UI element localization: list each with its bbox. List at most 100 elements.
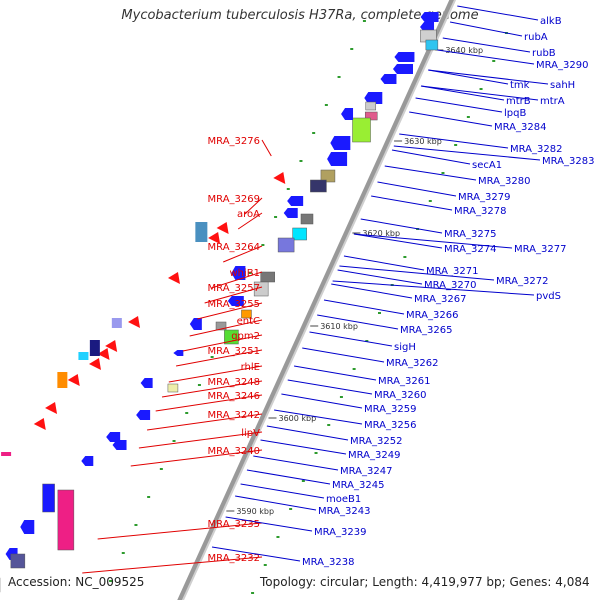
- gc-dot: [147, 496, 151, 498]
- gene-label-left: whiB1: [229, 268, 260, 279]
- leader-line-right: [302, 347, 385, 363]
- leader-line-right: [293, 365, 377, 381]
- gene-label-left: gpm2: [231, 331, 260, 342]
- gene-arrow: [227, 296, 244, 306]
- gc-dot: [324, 104, 328, 106]
- genome-backbone: [177, 0, 455, 600]
- leader-line-left: [130, 449, 263, 467]
- gene-block: [310, 179, 327, 193]
- gene-arrow: [392, 64, 413, 74]
- leader-line-right: [260, 439, 347, 455]
- gc-dot: [134, 524, 138, 526]
- leader-line-right: [360, 218, 443, 234]
- gene-block: [352, 117, 371, 143]
- gene-label-left: MRA_3251: [208, 346, 260, 357]
- gc-dot: [261, 244, 265, 246]
- gene-label-right: MRA_3259: [364, 404, 416, 415]
- gene-arrow: [283, 208, 298, 218]
- leader-line-left: [223, 245, 263, 263]
- leader-line-right: [420, 85, 505, 101]
- leader-line-left: [197, 302, 263, 320]
- leader-line-left: [161, 380, 263, 398]
- leader-line-right: [211, 546, 301, 562]
- leader-line-right: [331, 283, 413, 299]
- gene-label-left: MRA_3255: [208, 299, 260, 310]
- leader-line-right: [353, 233, 443, 249]
- gene-label-left: MRA_3276: [208, 136, 260, 147]
- leader-line-right: [399, 133, 509, 149]
- gene-block: [215, 321, 227, 331]
- gene-label-left: MRA_3257: [208, 283, 260, 294]
- gc-dot: [210, 356, 214, 358]
- scale-tick-label: 3600 kbp: [279, 414, 317, 423]
- gene-block: [425, 39, 439, 51]
- gene-label-left: MRA_3246: [208, 391, 260, 402]
- leader-line-right: [287, 379, 373, 395]
- leader-line-right: [449, 21, 523, 37]
- gene-block-plus: [78, 352, 89, 360]
- gene-arrow: [330, 136, 351, 150]
- leader-line-left: [182, 334, 263, 352]
- gene-arrow: [364, 92, 383, 104]
- leader-line-right: [274, 409, 363, 425]
- gc-dot: [276, 536, 280, 538]
- gene-label-right: MRA_3265: [400, 325, 452, 336]
- leader-line-right: [281, 393, 363, 409]
- gc-dot: [327, 424, 331, 426]
- gene-label-right: MRA_3252: [350, 436, 402, 447]
- gene-label-right: MRA_3261: [378, 376, 430, 387]
- leader-line-right: [353, 233, 513, 249]
- gene-label-right: MRA_3247: [340, 466, 392, 477]
- gene-arrow: [287, 196, 304, 206]
- gene-label-right: mtrB: [506, 96, 531, 107]
- leader-line-left: [168, 365, 263, 383]
- leader-line-left: [155, 394, 263, 412]
- gene-arrow-plus: [273, 172, 286, 184]
- gene-label-right: MRA_3290: [536, 60, 588, 71]
- gene-label-right: sigH: [394, 342, 416, 353]
- leader-line-right: [246, 469, 331, 485]
- leader-line-right: [384, 165, 477, 181]
- gc-dot: [454, 144, 458, 146]
- gene-label-right: MRA_3267: [414, 294, 466, 305]
- gene-label-right: rubB: [532, 48, 556, 59]
- gene-block: [167, 383, 179, 393]
- gene-label-right: MRA_3278: [454, 206, 506, 217]
- gene-label-right: MRA_3266: [406, 310, 458, 321]
- gc-dot: [441, 172, 445, 174]
- leader-line-right: [442, 37, 531, 53]
- gene-label-right: MRA_3243: [318, 506, 370, 517]
- gc-dot: [172, 440, 176, 442]
- leader-line-right: [323, 299, 405, 315]
- leader-line-right: [371, 195, 453, 211]
- gene-arrow: [420, 22, 435, 32]
- gc-dot: [403, 256, 407, 258]
- gene-block: [364, 111, 378, 121]
- gene-label-right: MRA_3238: [302, 557, 354, 568]
- scale-tick-label: 3590 kbp: [236, 507, 274, 516]
- gc-dot: [365, 340, 369, 342]
- gene-label-right: MRA_3272: [496, 276, 548, 287]
- gc-dot: [109, 580, 113, 582]
- gc-dot: [286, 188, 290, 190]
- gene-arrow-plus: [33, 418, 46, 430]
- gc-dot: [337, 76, 341, 78]
- leader-line-left: [175, 349, 263, 367]
- leader-line-right: [240, 483, 325, 499]
- gc-dot: [314, 452, 318, 454]
- gene-label-left: entC: [237, 316, 260, 327]
- gc-dot: [428, 200, 432, 202]
- leader-line-right: [457, 5, 539, 21]
- scale-tick-label: 3620 kbp: [362, 229, 400, 238]
- leader-line-right: [317, 314, 399, 330]
- leader-line-right: [428, 69, 549, 85]
- gene-label-right: MRA_3280: [478, 176, 530, 187]
- gene-block: [10, 553, 26, 569]
- gc-dot: [312, 132, 316, 134]
- leader-line-right: [409, 111, 493, 127]
- leader-line-right: [437, 49, 535, 65]
- gene-arrow: [20, 520, 35, 534]
- gene-arrow-plus: [67, 374, 80, 386]
- gene-label-right: MRA_3271: [426, 266, 478, 277]
